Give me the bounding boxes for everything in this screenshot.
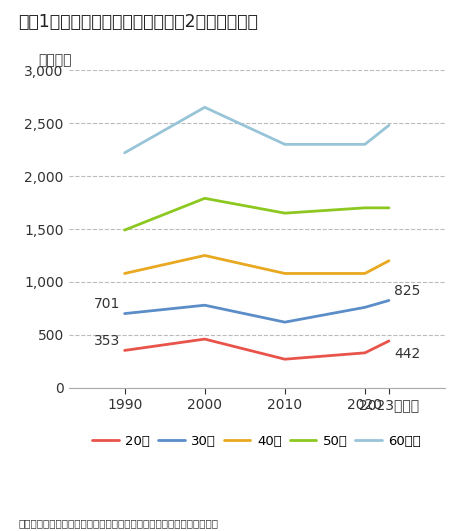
60代～ xyxy=(361,141,367,148)
Text: 825: 825 xyxy=(394,284,420,298)
40代 xyxy=(386,258,391,264)
60代～ xyxy=(386,122,391,129)
60代～ xyxy=(202,104,207,110)
50代 xyxy=(122,227,127,233)
Line: 30代: 30代 xyxy=(124,301,388,322)
Text: 353: 353 xyxy=(94,334,120,348)
Text: 701: 701 xyxy=(94,297,120,311)
50代 xyxy=(202,195,207,201)
40代 xyxy=(361,270,367,277)
30代 xyxy=(386,297,391,304)
Line: 50代: 50代 xyxy=(124,198,388,230)
50代 xyxy=(386,204,391,211)
Legend: 20代, 30代, 40代, 50代, 60代～: 20代, 30代, 40代, 50代, 60代～ xyxy=(87,429,425,453)
30代 xyxy=(281,319,287,326)
50代 xyxy=(281,210,287,216)
40代 xyxy=(122,270,127,277)
Line: 60代～: 60代～ xyxy=(124,107,388,153)
50代 xyxy=(361,204,367,211)
Line: 40代: 40代 xyxy=(124,255,388,273)
20代 xyxy=(281,356,287,362)
Line: 20代: 20代 xyxy=(124,339,388,359)
30代 xyxy=(202,302,207,309)
Text: 442: 442 xyxy=(394,347,420,361)
Text: （万円）: （万円） xyxy=(39,53,72,67)
60代～ xyxy=(122,150,127,156)
20代 xyxy=(122,347,127,354)
20代 xyxy=(202,336,207,342)
Text: 図表1　年齢別　家計の貯蓄残高（2人以上世帯）: 図表1 年齢別 家計の貯蓄残高（2人以上世帯） xyxy=(18,13,257,31)
20代 xyxy=(386,338,391,344)
20代 xyxy=(361,349,367,356)
40代 xyxy=(202,252,207,259)
60代～ xyxy=(281,141,287,148)
30代 xyxy=(122,311,127,317)
40代 xyxy=(281,270,287,277)
Text: （資料）図表１～図表５全て　総務省「家計調査」、「貯蓄動向調査」: （資料）図表１～図表５全て 総務省「家計調査」、「貯蓄動向調査」 xyxy=(18,518,218,528)
30代 xyxy=(361,304,367,311)
